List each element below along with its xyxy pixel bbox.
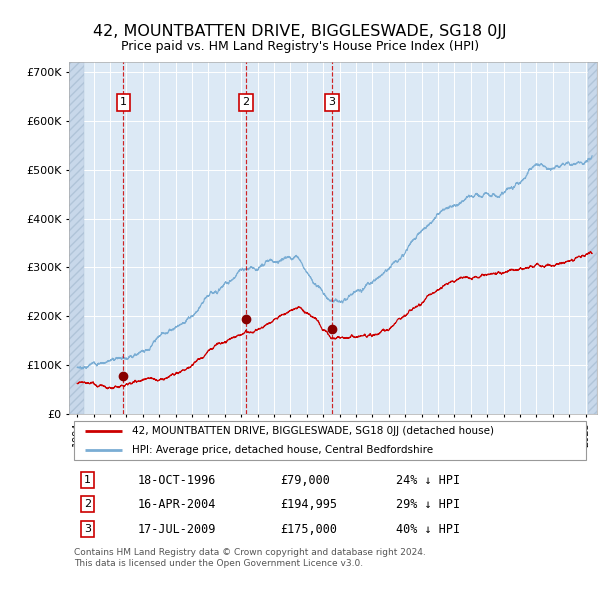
Text: 3: 3 (84, 525, 91, 534)
Text: 18-OCT-1996: 18-OCT-1996 (137, 474, 216, 487)
Text: 42, MOUNTBATTEN DRIVE, BIGGLESWADE, SG18 0JJ: 42, MOUNTBATTEN DRIVE, BIGGLESWADE, SG18… (93, 24, 507, 38)
Text: 42, MOUNTBATTEN DRIVE, BIGGLESWADE, SG18 0JJ (detached house): 42, MOUNTBATTEN DRIVE, BIGGLESWADE, SG18… (133, 426, 494, 436)
Text: 24% ↓ HPI: 24% ↓ HPI (397, 474, 460, 487)
Text: HPI: Average price, detached house, Central Bedfordshire: HPI: Average price, detached house, Cent… (133, 445, 433, 455)
Text: £194,995: £194,995 (280, 498, 337, 511)
Bar (69, 62, 84, 414)
Text: £79,000: £79,000 (280, 474, 330, 487)
Text: 16-APR-2004: 16-APR-2004 (137, 498, 216, 511)
Text: Contains HM Land Registry data © Crown copyright and database right 2024.
This d: Contains HM Land Registry data © Crown c… (74, 549, 426, 568)
Bar (588, 62, 597, 414)
Text: Price paid vs. HM Land Registry's House Price Index (HPI): Price paid vs. HM Land Registry's House … (121, 40, 479, 53)
Text: 29% ↓ HPI: 29% ↓ HPI (397, 498, 460, 511)
Text: 1: 1 (84, 475, 91, 485)
Text: 40% ↓ HPI: 40% ↓ HPI (397, 523, 460, 536)
Text: 3: 3 (329, 97, 335, 107)
Text: 17-JUL-2009: 17-JUL-2009 (137, 523, 216, 536)
Text: 2: 2 (84, 499, 91, 509)
Text: £175,000: £175,000 (280, 523, 337, 536)
Text: 2: 2 (242, 97, 250, 107)
Text: 1: 1 (119, 97, 127, 107)
FancyBboxPatch shape (74, 421, 586, 460)
